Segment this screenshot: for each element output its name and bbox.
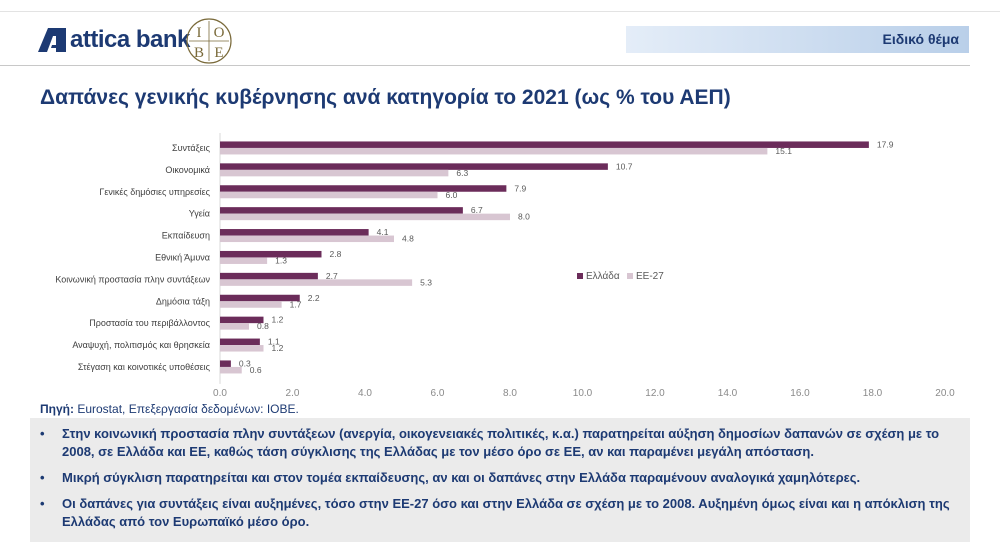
data-label: 0.6 bbox=[250, 365, 262, 375]
note-text: Μικρή σύγκλιση παρατηρείται και στον τομ… bbox=[62, 470, 861, 485]
category-label: Αναψυχή, πολιτισμός και θρησκεία bbox=[72, 340, 210, 350]
category-label: Οικονομικά bbox=[165, 165, 210, 175]
bullet-icon: • bbox=[40, 470, 45, 485]
data-label: 2.8 bbox=[330, 249, 342, 259]
bar-eu27 bbox=[220, 169, 449, 177]
bar-eu27 bbox=[220, 235, 394, 243]
category-label: Συντάξεις bbox=[172, 143, 211, 153]
category-label: Εκπαίδευση bbox=[162, 231, 210, 241]
bar-eu27 bbox=[220, 279, 413, 286]
category-label: Γενικές δημόσιες υπηρεσίες bbox=[99, 187, 210, 197]
data-label: 1.7 bbox=[290, 299, 302, 309]
x-tick-label: 4.0 bbox=[358, 388, 372, 399]
data-label: 8.0 bbox=[518, 212, 530, 222]
iobe-letter: Ι bbox=[197, 25, 202, 41]
x-tick-label: 6.0 bbox=[431, 388, 445, 399]
page-title: Δαπάνες γενικής κυβέρνησης ανά κατηγορία… bbox=[40, 86, 731, 109]
x-tick-label: 20.0 bbox=[935, 388, 955, 399]
data-label: 10.7 bbox=[616, 161, 633, 171]
iobe-letter: Β bbox=[194, 45, 204, 61]
legend-swatch bbox=[627, 273, 633, 279]
data-label: 15.1 bbox=[775, 146, 792, 156]
data-label: 2.7 bbox=[326, 271, 338, 281]
bar-greece bbox=[220, 141, 869, 148]
data-label: 7.9 bbox=[514, 183, 526, 193]
category-label: Κοινωνική προστασία πλην συντάξεων bbox=[55, 274, 210, 284]
note-item: • Μικρή σύγκλιση παρατηρείται και στον τ… bbox=[40, 469, 960, 487]
source-note: Πηγή: Eurostat, Επεξεργασία δεδομένων: Ι… bbox=[40, 402, 299, 416]
legend-swatch bbox=[577, 273, 583, 279]
data-label: 6.0 bbox=[446, 190, 458, 200]
bar-greece bbox=[220, 207, 463, 214]
bar-greece bbox=[220, 294, 300, 302]
data-label: 1.3 bbox=[275, 255, 287, 265]
legend-label: ΕΕ-27 bbox=[636, 271, 664, 282]
x-tick-label: 12.0 bbox=[645, 388, 665, 399]
category-label: Υγεία bbox=[189, 209, 210, 219]
bar-greece bbox=[220, 163, 608, 170]
source-text: Eurostat, Επεξεργασία δεδομένων: ΙΟΒΕ. bbox=[74, 402, 299, 416]
bar-greece bbox=[220, 338, 260, 346]
bar-eu27 bbox=[220, 147, 768, 155]
legend-label: Ελλάδα bbox=[586, 270, 620, 282]
x-tick-label: 0.0 bbox=[213, 388, 227, 399]
data-label: 1.1 bbox=[268, 337, 280, 347]
bar-eu27 bbox=[220, 345, 264, 352]
category-label: Εθνική Άμυνα bbox=[155, 252, 210, 262]
bank-name: attica bank bbox=[70, 26, 190, 53]
data-label: 5.3 bbox=[420, 277, 432, 287]
note-item: • Στην κοινωνική προστασία πλην συντάξεω… bbox=[40, 425, 960, 461]
bar-eu27 bbox=[220, 301, 282, 308]
data-label: 4.8 bbox=[402, 234, 414, 244]
x-tick-label: 16.0 bbox=[790, 388, 810, 399]
category-label: Προστασία του περιβάλλοντος bbox=[89, 318, 210, 328]
bullet-icon: • bbox=[40, 496, 45, 511]
x-tick-label: 14.0 bbox=[718, 388, 738, 399]
bar-greece bbox=[220, 250, 322, 258]
source-label: Πηγή: bbox=[40, 402, 74, 416]
bar-eu27 bbox=[220, 366, 242, 374]
x-tick-label: 10.0 bbox=[573, 388, 593, 399]
data-label: 4.1 bbox=[377, 227, 389, 237]
attica-logo-icon bbox=[38, 28, 66, 52]
iobe-logo: Ι Ο Β Ε bbox=[186, 18, 232, 64]
data-label: 2.2 bbox=[308, 293, 320, 303]
bar-eu27 bbox=[220, 213, 510, 221]
bar-greece bbox=[220, 229, 369, 236]
data-label: 17.9 bbox=[877, 139, 894, 149]
data-label: 6.7 bbox=[471, 205, 483, 215]
bar-greece bbox=[220, 185, 507, 192]
data-label: 0.3 bbox=[239, 358, 251, 368]
bar-chart: Συντάξεις 17.9 15.1 Οικονομικά 10.7 6.3 Γενικέ… bbox=[55, 133, 955, 399]
bar-greece bbox=[220, 272, 318, 280]
bar-eu27 bbox=[220, 323, 249, 330]
category-label: Δημόσια τάξη bbox=[156, 296, 210, 306]
x-tick-label: 18.0 bbox=[863, 388, 883, 399]
note-item: • Οι δαπάνες για συντάξεις είναι αυξημέν… bbox=[40, 495, 960, 531]
x-tick-label: 2.0 bbox=[286, 388, 300, 399]
data-label: 0.8 bbox=[257, 321, 269, 331]
data-label: 1.2 bbox=[272, 343, 284, 353]
topic-banner: Ειδικό θέμα bbox=[626, 26, 969, 53]
bar-eu27 bbox=[220, 257, 268, 264]
top-border-line bbox=[0, 11, 1000, 12]
iobe-letter: Ε bbox=[214, 45, 223, 61]
data-label: 1.2 bbox=[272, 315, 284, 325]
note-text: Οι δαπάνες για συντάξεις είναι αυξημένες… bbox=[62, 496, 950, 529]
notes-panel: • Στην κοινωνική προστασία πλην συντάξεω… bbox=[30, 418, 970, 542]
iobe-letter: Ο bbox=[214, 25, 225, 41]
bar-greece bbox=[220, 316, 264, 324]
x-tick-label: 8.0 bbox=[503, 388, 517, 399]
data-label: 6.3 bbox=[456, 168, 468, 178]
header: attica bank Ι Ο Β Ε Ειδικό θέμα bbox=[0, 12, 1000, 68]
header-divider bbox=[0, 65, 970, 66]
bar-eu27 bbox=[220, 191, 438, 199]
bar-greece bbox=[220, 360, 231, 367]
topic-label: Ειδικό θέμα bbox=[882, 31, 959, 47]
bullet-icon: • bbox=[40, 426, 45, 441]
category-label: Στέγαση και κοινοτικές υποθέσεις bbox=[78, 362, 211, 372]
note-text: Στην κοινωνική προστασία πλην συντάξεων … bbox=[62, 426, 940, 459]
